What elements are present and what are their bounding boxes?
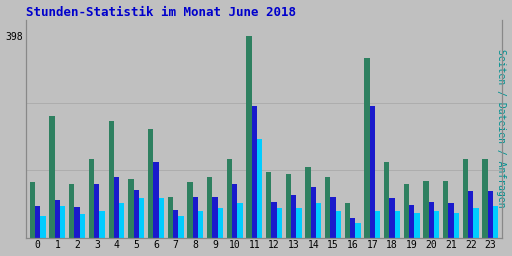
Bar: [114, 177, 119, 238]
Bar: [345, 203, 350, 238]
Bar: [40, 216, 46, 238]
Text: Stunden-Statistik im Monat June 2018: Stunden-Statistik im Monat June 2018: [26, 6, 296, 18]
Bar: [365, 58, 370, 238]
Bar: [173, 210, 178, 238]
Bar: [296, 208, 302, 238]
Bar: [482, 159, 488, 238]
Bar: [30, 182, 35, 238]
Bar: [69, 184, 74, 238]
Bar: [109, 121, 114, 238]
Bar: [404, 184, 409, 238]
Bar: [423, 181, 429, 238]
Bar: [468, 191, 474, 238]
Bar: [305, 167, 311, 238]
Bar: [119, 203, 124, 238]
Bar: [99, 211, 105, 238]
Bar: [246, 36, 251, 238]
Bar: [178, 216, 183, 238]
Bar: [218, 208, 223, 238]
Bar: [390, 198, 395, 238]
Bar: [384, 162, 390, 238]
Bar: [355, 223, 360, 238]
Bar: [463, 159, 468, 238]
Bar: [325, 177, 330, 238]
Bar: [350, 218, 355, 238]
Bar: [227, 159, 232, 238]
Bar: [80, 214, 85, 238]
Bar: [474, 208, 479, 238]
Bar: [139, 198, 144, 238]
Bar: [251, 106, 257, 238]
Bar: [237, 203, 243, 238]
Bar: [370, 106, 375, 238]
Bar: [414, 213, 420, 238]
Bar: [454, 213, 459, 238]
Bar: [159, 198, 164, 238]
Bar: [257, 139, 262, 238]
Bar: [193, 197, 198, 238]
Bar: [330, 197, 336, 238]
Bar: [375, 211, 380, 238]
Bar: [89, 159, 94, 238]
Bar: [187, 182, 193, 238]
Bar: [55, 200, 60, 238]
Bar: [153, 162, 159, 238]
Bar: [276, 208, 282, 238]
Bar: [271, 202, 276, 238]
Bar: [35, 206, 40, 238]
Bar: [336, 211, 341, 238]
Bar: [128, 179, 134, 238]
Bar: [60, 206, 66, 238]
Bar: [291, 195, 296, 238]
Bar: [409, 205, 414, 238]
Bar: [198, 211, 203, 238]
Y-axis label: Seiten / Dateien / Anfragen: Seiten / Dateien / Anfragen: [497, 49, 506, 208]
Bar: [212, 197, 218, 238]
Bar: [316, 203, 322, 238]
Bar: [50, 116, 55, 238]
Bar: [167, 197, 173, 238]
Bar: [493, 206, 499, 238]
Bar: [429, 202, 434, 238]
Bar: [395, 211, 400, 238]
Bar: [449, 203, 454, 238]
Bar: [232, 184, 237, 238]
Bar: [311, 187, 316, 238]
Bar: [74, 207, 80, 238]
Bar: [148, 129, 153, 238]
Bar: [207, 177, 212, 238]
Bar: [266, 172, 271, 238]
Bar: [94, 184, 99, 238]
Bar: [434, 211, 439, 238]
Bar: [286, 174, 291, 238]
Bar: [134, 189, 139, 238]
Bar: [488, 191, 493, 238]
Bar: [443, 181, 449, 238]
